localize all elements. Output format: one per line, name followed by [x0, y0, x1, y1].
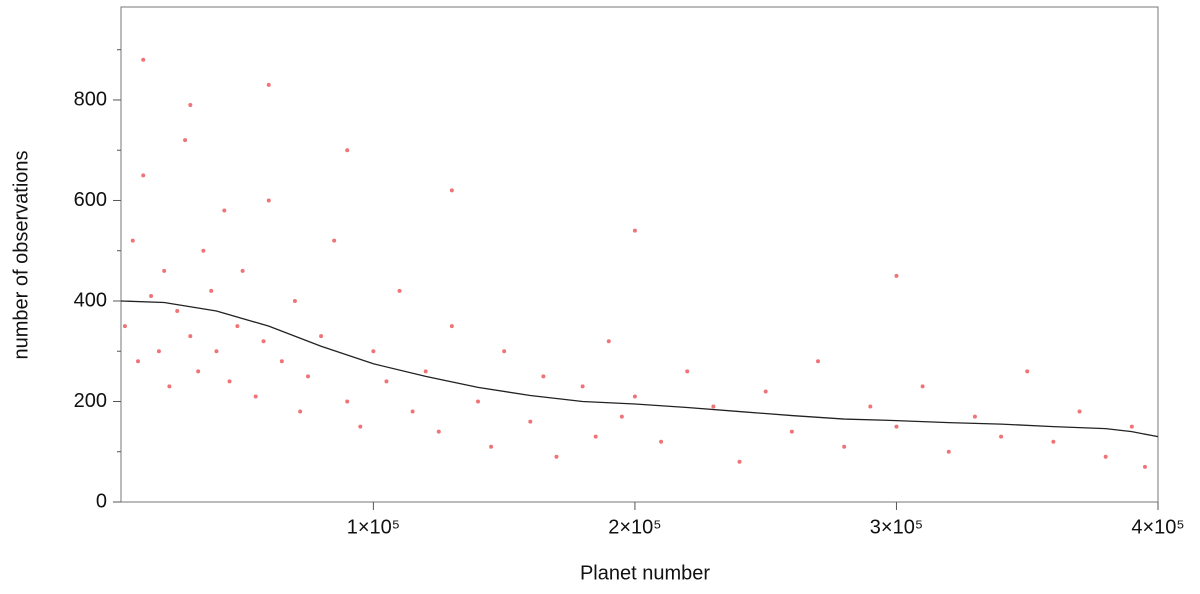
point [554, 454, 559, 459]
point [183, 138, 188, 143]
point [619, 414, 624, 419]
point [167, 384, 172, 389]
y-tick-label: 600 [74, 189, 107, 211]
point [1025, 369, 1030, 374]
point [920, 384, 925, 389]
point [541, 374, 546, 379]
point [253, 394, 258, 399]
point [141, 57, 146, 62]
point [1142, 464, 1147, 469]
point [188, 334, 193, 339]
point [319, 334, 324, 339]
point [371, 349, 376, 354]
point [149, 293, 154, 298]
point [946, 449, 951, 454]
y-axis-label: number of observations [10, 150, 32, 359]
point [292, 298, 297, 303]
x-tick-label: 1×10⁵ [347, 516, 400, 538]
point [476, 399, 480, 404]
point [209, 288, 214, 293]
point [685, 369, 690, 374]
point [156, 349, 161, 354]
y-tick-label: 200 [74, 390, 107, 412]
point [502, 349, 507, 354]
point [345, 399, 350, 404]
point [235, 324, 240, 329]
point [1077, 409, 1082, 414]
point [141, 173, 146, 178]
trend-line [120, 300, 1159, 438]
point [816, 359, 820, 364]
y-tick-label: 400 [74, 289, 107, 311]
point [489, 444, 494, 449]
point [528, 419, 533, 424]
point [201, 248, 206, 253]
point [1051, 439, 1056, 444]
point [345, 148, 350, 153]
point [449, 324, 454, 329]
point [1103, 454, 1108, 459]
point [868, 404, 873, 409]
point [632, 228, 637, 233]
point [188, 102, 193, 107]
point [737, 459, 742, 464]
point [842, 444, 847, 449]
point [397, 288, 402, 293]
point [789, 429, 794, 434]
point [306, 374, 310, 379]
x-tick-label: 2×10⁵ [608, 516, 661, 538]
point [358, 424, 363, 429]
point [222, 208, 227, 213]
point [999, 434, 1004, 439]
point [593, 434, 598, 439]
point [175, 309, 180, 314]
point [136, 359, 140, 364]
point [894, 273, 899, 278]
point [449, 188, 454, 193]
point [227, 379, 232, 384]
x-tick-label: 3×10⁵ [870, 516, 923, 538]
point [1129, 424, 1134, 429]
point [711, 404, 716, 409]
point [972, 414, 977, 419]
point [266, 198, 271, 203]
point [298, 409, 303, 414]
point [384, 379, 389, 384]
y-tick-label: 0 [96, 490, 107, 512]
y-tick-label: 800 [74, 88, 107, 110]
point [196, 369, 201, 374]
point [240, 268, 245, 273]
point [130, 238, 135, 243]
point [261, 339, 266, 344]
point [214, 349, 219, 354]
plot-frame [120, 6, 1159, 503]
point [332, 238, 337, 243]
point [436, 429, 441, 434]
point [423, 369, 428, 374]
point [162, 268, 167, 273]
point [279, 359, 284, 364]
point [632, 394, 637, 399]
point [763, 389, 768, 394]
x-tick-label: 4×10⁵ [1131, 516, 1184, 538]
point [122, 324, 127, 329]
point [410, 409, 415, 414]
point [580, 384, 585, 389]
point [659, 439, 664, 444]
point [606, 339, 611, 344]
point [894, 424, 899, 429]
point [266, 82, 271, 87]
x-axis-label: Planet number [580, 562, 710, 584]
